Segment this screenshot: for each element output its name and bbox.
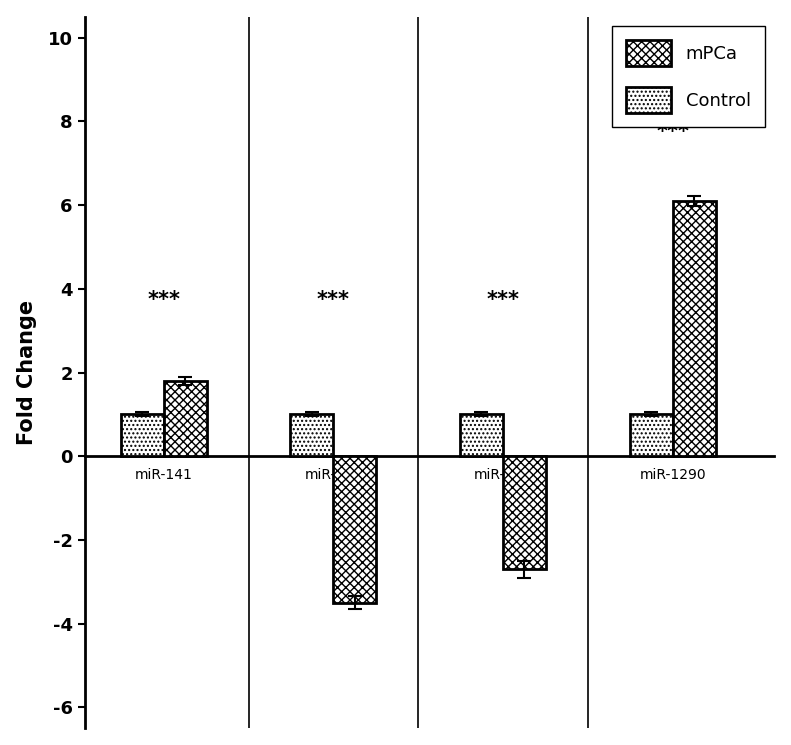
Text: ***: *** [486, 290, 520, 310]
Text: ***: *** [317, 290, 350, 310]
Bar [630, 414, 672, 456]
Bar [672, 201, 716, 456]
Bar [460, 414, 503, 456]
Bar [121, 414, 164, 456]
Text: ***: *** [656, 122, 689, 142]
Bar [164, 381, 206, 456]
Text: ***: *** [147, 290, 180, 310]
Y-axis label: Fold Change: Fold Change [17, 300, 36, 445]
Legend: mPCa, Control: mPCa, Control [611, 25, 766, 127]
Bar [290, 414, 333, 456]
Bar [333, 456, 377, 603]
Bar [503, 456, 546, 569]
